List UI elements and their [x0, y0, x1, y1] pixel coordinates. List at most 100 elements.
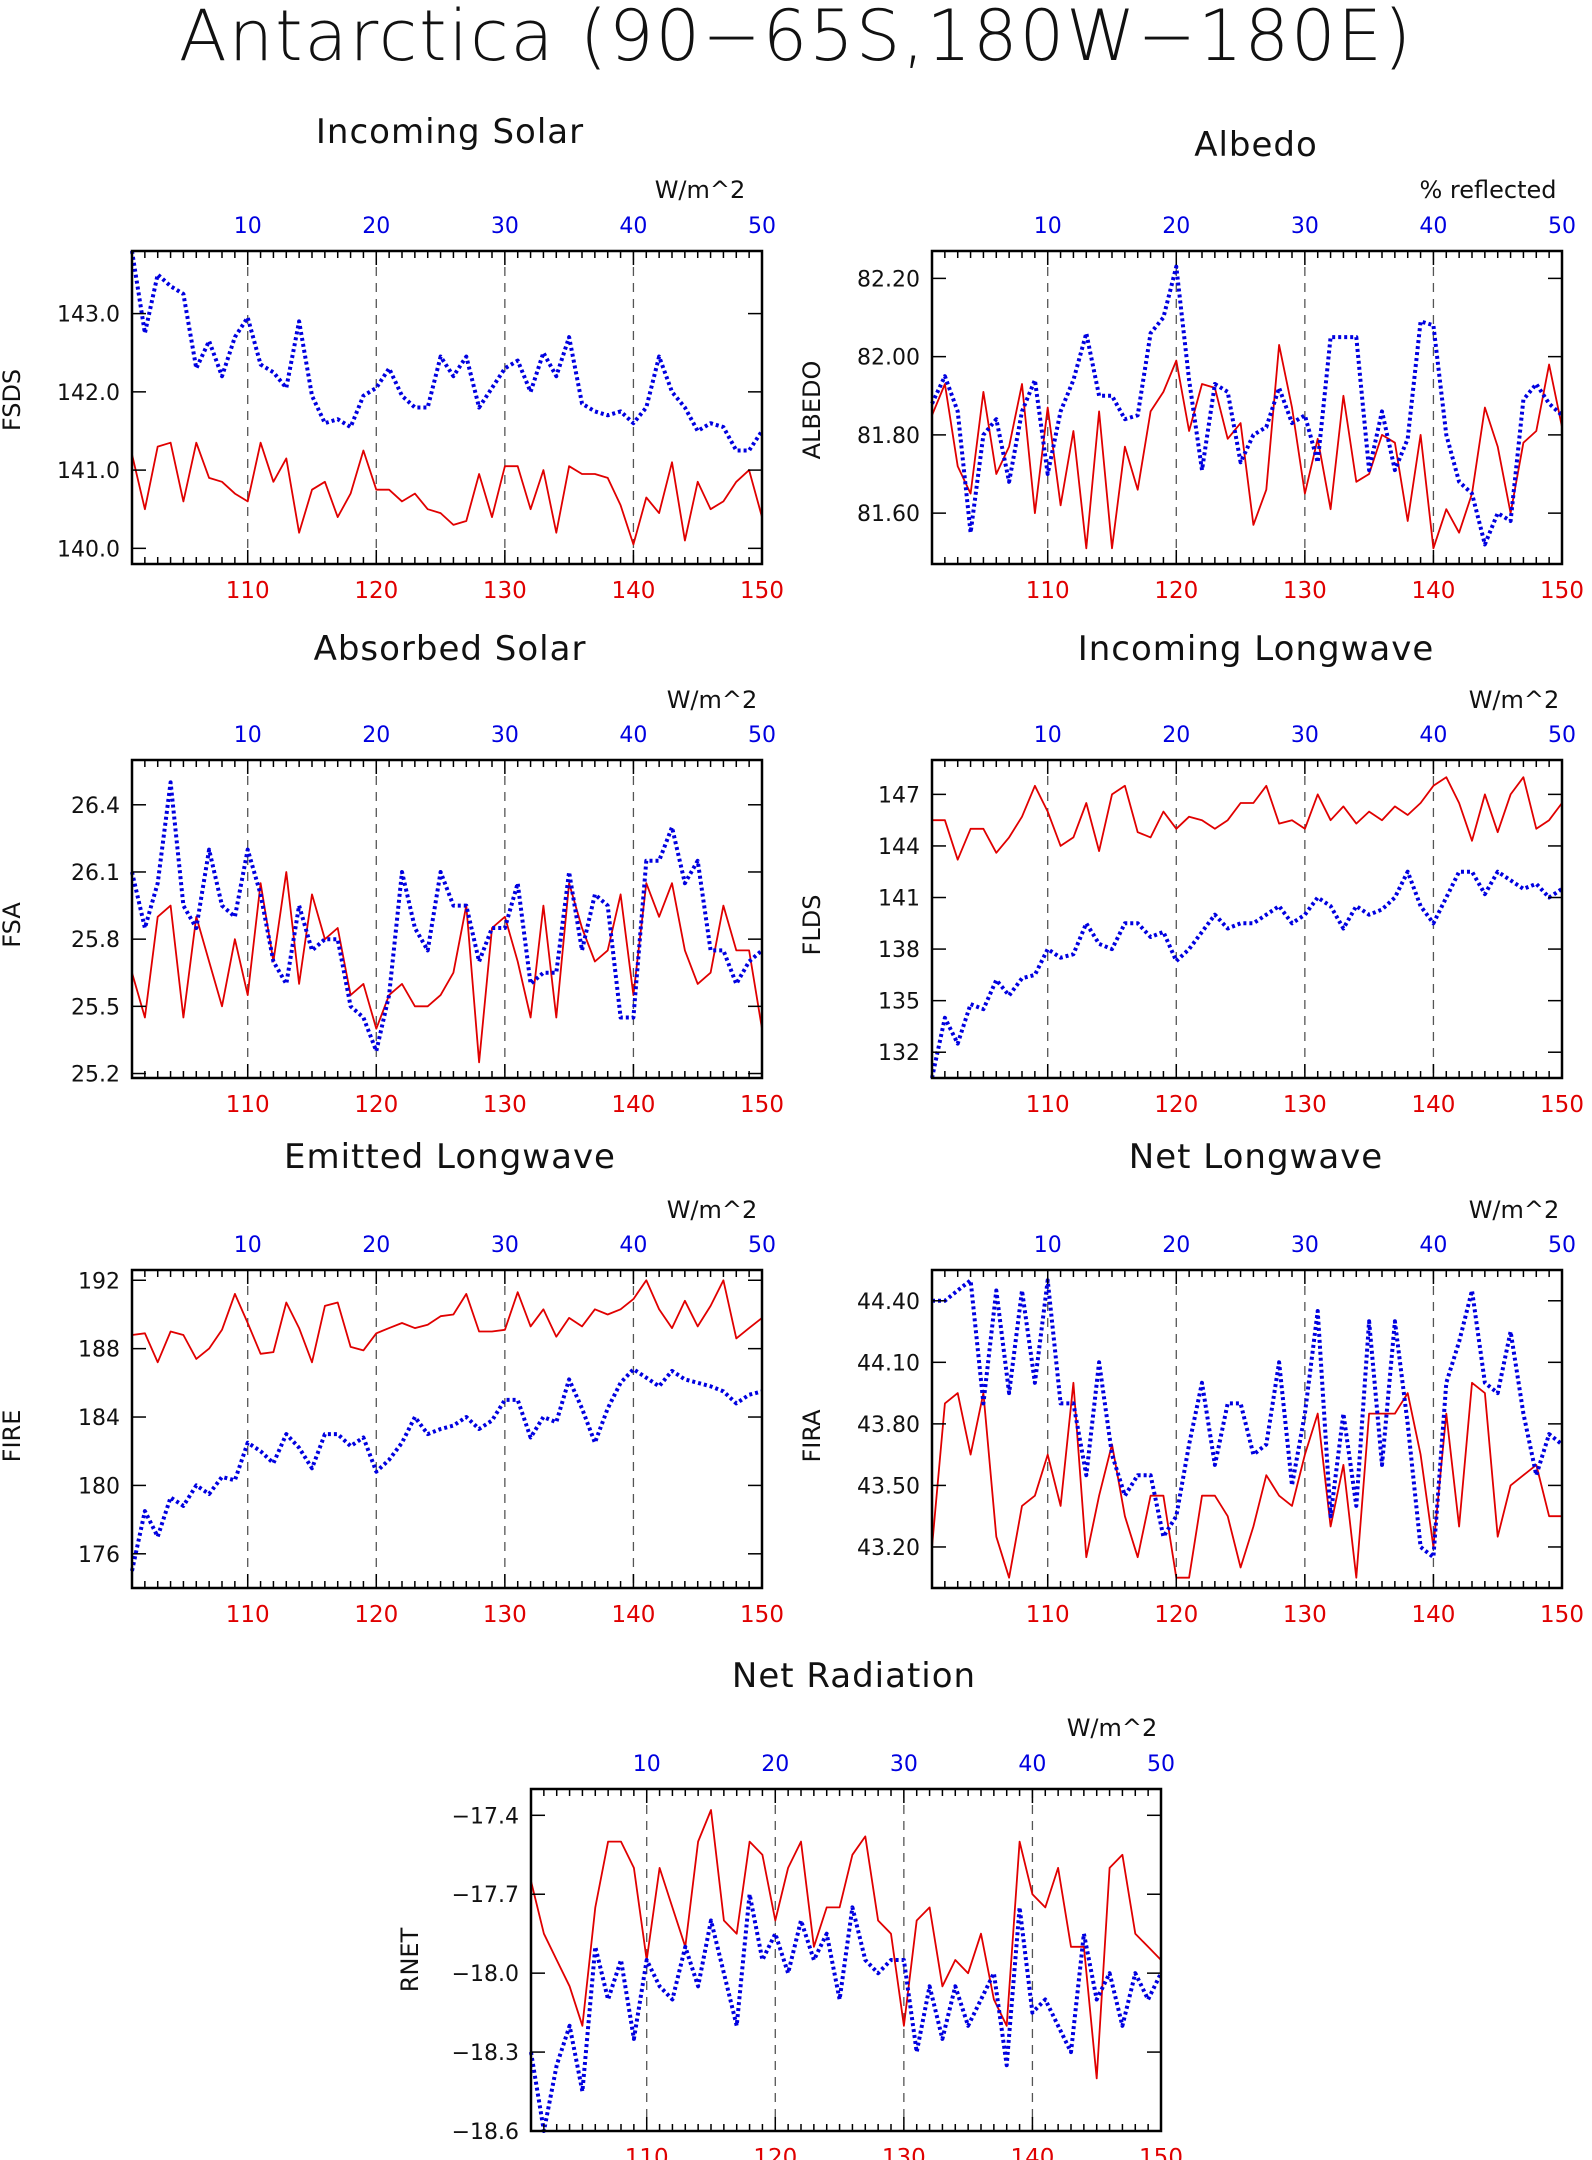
x-tick-label: 120	[354, 1602, 398, 1628]
x-tick-label: 130	[1283, 1602, 1327, 1628]
panel-albedo: Albedo % reflected ALBEDO 81.60 81.80 82.0…	[798, 125, 1584, 604]
y-tick-label: −18.3	[452, 2041, 519, 2066]
x-top-tick-label: 20	[362, 1233, 390, 1258]
x-tick-label: 150	[1139, 2145, 1183, 2160]
series-line-bottom	[932, 776, 1563, 861]
x-top-tick-label: 10	[234, 214, 262, 239]
series-line-top	[130, 780, 764, 1054]
y-tick-label: 132	[878, 1041, 920, 1066]
x-top-tick-label: 50	[1548, 1233, 1576, 1258]
y-tick-label: 143.0	[57, 303, 120, 328]
x-top-tick-label: 50	[1147, 1752, 1175, 1777]
x-tick-label: 150	[1540, 1602, 1584, 1628]
series-line-bottom	[131, 871, 763, 1064]
plot-frame	[130, 1268, 764, 1590]
x-tick-label: 120	[354, 578, 398, 604]
x-top-tick-label: 40	[619, 723, 647, 748]
y-tick-label: 144	[878, 835, 920, 860]
x-top-tick-label: 10	[1034, 1233, 1062, 1258]
x-top-tick-label: 50	[748, 723, 776, 748]
x-top-tick-label: 40	[1419, 1233, 1447, 1258]
units-label: W/m^2	[1469, 686, 1560, 714]
y-tick-label: 25.5	[71, 995, 120, 1020]
x-top-tick-label: 20	[761, 1752, 789, 1777]
y-tick-label: 135	[878, 990, 920, 1015]
panel-fsa: Absorbed Solar W/m^2 FSA 25.2 25.5 25.8 26.…	[0, 629, 784, 1118]
y-tick-label: 147	[878, 783, 920, 808]
panel-title: Absorbed Solar	[314, 629, 587, 669]
panel-title: Emitted Longwave	[284, 1137, 616, 1177]
y-axis-label: RNET	[396, 1927, 424, 1992]
series-line-bottom	[931, 343, 1563, 550]
y-axis-label: FIRE	[0, 1410, 26, 1463]
x-top-tick-label: 40	[1419, 723, 1447, 748]
y-tick-label: 26.4	[71, 794, 120, 819]
x-tick-label: 150	[1540, 1092, 1584, 1118]
y-axis-label: FIRA	[798, 1409, 826, 1463]
x-tick-label: 110	[226, 1092, 270, 1118]
y-axis-label: ALBEDO	[798, 361, 826, 460]
x-tick-label: 110	[1026, 1602, 1070, 1628]
series-line-top	[930, 264, 1564, 547]
panel-rnet: Net Radiation W/m^2 RNET −18.6 −18.3 −18.0…	[396, 1656, 1183, 2160]
series-line-top	[932, 1278, 1564, 1560]
y-tick-label: 25.2	[71, 1063, 120, 1088]
y-tick-label: −18.0	[452, 1962, 519, 1987]
x-tick-label: 130	[483, 1092, 527, 1118]
x-top-tick-label: 10	[1034, 214, 1062, 239]
plot-frame	[930, 249, 1564, 566]
x-tick-label: 140	[611, 1602, 655, 1628]
x-top-tick-label: 40	[619, 1233, 647, 1258]
y-tick-label: −17.7	[452, 1883, 519, 1908]
y-tick-label: 81.60	[857, 502, 920, 527]
x-tick-label: 140	[611, 1092, 655, 1118]
x-tick-label: 110	[226, 1602, 270, 1628]
y-tick-label: 138	[878, 938, 920, 963]
y-tick-label: 192	[78, 1269, 120, 1294]
x-top-tick-label: 10	[234, 723, 262, 748]
x-tick-label: 110	[625, 2145, 669, 2160]
x-top-tick-label: 20	[362, 723, 390, 748]
x-top-tick-label: 20	[1162, 1233, 1190, 1258]
x-top-tick-label: 40	[1419, 214, 1447, 239]
y-tick-label: 176	[78, 1543, 120, 1568]
units-label: W/m^2	[667, 1196, 758, 1224]
x-tick-label: 150	[740, 1092, 784, 1118]
x-tick-label: 110	[1026, 578, 1070, 604]
series-line-bottom	[131, 441, 763, 546]
plot-frame	[930, 758, 1564, 1080]
series-line-bottom	[530, 1809, 1162, 2080]
y-tick-label: 141	[878, 887, 920, 912]
y-tick-label: −17.4	[452, 1804, 519, 1829]
series-line-bottom	[931, 1381, 1562, 1579]
x-tick-label: 150	[740, 1602, 784, 1628]
panel-title: Albedo	[1194, 125, 1318, 165]
x-top-tick-label: 50	[1548, 214, 1576, 239]
y-tick-label: 142.0	[57, 381, 120, 406]
x-top-tick-label: 30	[1291, 214, 1319, 239]
panel-title: Net Radiation	[732, 1656, 976, 1696]
y-tick-label: 82.20	[857, 267, 920, 292]
x-tick-label: 130	[1283, 578, 1327, 604]
y-tick-label: 43.80	[857, 1413, 920, 1438]
y-tick-label: 43.20	[857, 1536, 920, 1561]
panel-title: Incoming Longwave	[1078, 629, 1435, 669]
series-line-top	[130, 1367, 763, 1572]
units-label: W/m^2	[1469, 1196, 1560, 1224]
plot-frame	[130, 758, 764, 1080]
series-line-top	[130, 250, 764, 453]
x-tick-label: 130	[483, 578, 527, 604]
x-top-tick-label: 30	[491, 1233, 519, 1258]
x-tick-label: 120	[354, 1092, 398, 1118]
panel-flds: Incoming Longwave W/m^2 FLDS 132 135 138 14…	[798, 629, 1584, 1118]
x-tick-label: 110	[1026, 1092, 1070, 1118]
x-tick-label: 150	[740, 578, 784, 604]
series-line-bottom	[131, 1279, 763, 1364]
x-top-tick-label: 40	[619, 214, 647, 239]
plot-frame	[930, 1268, 1564, 1590]
y-tick-label: 82.00	[857, 346, 920, 371]
units-label: W/m^2	[667, 686, 758, 714]
plot-frame	[529, 1787, 1163, 2133]
x-tick-label: 140	[1411, 1092, 1455, 1118]
